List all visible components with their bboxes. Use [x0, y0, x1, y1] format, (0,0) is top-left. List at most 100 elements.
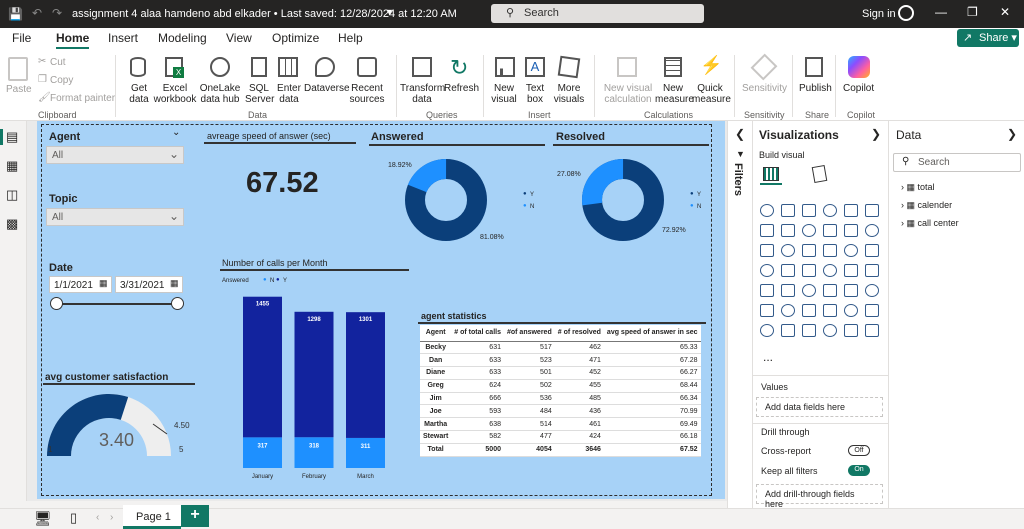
- visual-type-icon[interactable]: [760, 304, 774, 317]
- visual-type-icon[interactable]: [760, 204, 774, 217]
- keep-filters-toggle[interactable]: On: [848, 465, 870, 476]
- menu-optimize[interactable]: Optimize: [272, 31, 320, 45]
- chevron-right-icon[interactable]: ❯: [1007, 127, 1018, 141]
- page-tab[interactable]: Page 1: [123, 505, 181, 529]
- recent-sources-button[interactable]: Recent sources: [349, 83, 385, 105]
- transform-data-icon[interactable]: [412, 57, 432, 77]
- data-search-input[interactable]: ⚲ Search: [893, 153, 1021, 172]
- enter-data-button[interactable]: Enter data: [277, 83, 301, 105]
- minimize-icon[interactable]: —: [935, 5, 947, 19]
- recent-sources-icon[interactable]: [357, 57, 377, 77]
- text-box-icon[interactable]: A: [525, 57, 545, 77]
- visual-type-icon[interactable]: [781, 204, 795, 217]
- excel-workbook-button[interactable]: Excel workbook: [153, 83, 197, 105]
- visual-type-icon[interactable]: [781, 324, 795, 337]
- search-box[interactable]: ⚲ Search: [491, 4, 704, 23]
- visual-type-icon[interactable]: [844, 224, 858, 237]
- chevron-right-icon[interactable]: ›: [110, 512, 114, 523]
- table-header-cell[interactable]: Agent: [420, 325, 452, 342]
- chevron-down-icon[interactable]: ▼: [385, 7, 394, 17]
- visual-type-icon[interactable]: [844, 284, 858, 297]
- visual-type-icon[interactable]: [865, 204, 879, 217]
- visual-calc-icon[interactable]: [617, 57, 637, 77]
- visual-type-icon[interactable]: [865, 264, 879, 277]
- avatar-icon[interactable]: [898, 5, 914, 21]
- new-measure-button[interactable]: New measure: [655, 83, 694, 105]
- new-visual-icon[interactable]: [495, 57, 515, 77]
- bar-n-march[interactable]: [346, 437, 385, 468]
- share-button[interactable]: ↗ Share ▾: [957, 29, 1019, 47]
- paste-button[interactable]: Paste: [6, 84, 32, 95]
- cut-button[interactable]: Cut: [50, 57, 66, 68]
- refresh-icon[interactable]: ↻: [450, 55, 469, 80]
- table-item-total[interactable]: › ▦ total: [901, 182, 935, 193]
- sql-server-button[interactable]: SQL Server: [245, 83, 275, 105]
- sensitivity-button[interactable]: Sensitivity: [742, 83, 788, 94]
- table-header-cell[interactable]: # of total calls: [451, 325, 504, 342]
- topic-dropdown[interactable]: All ⌄: [46, 208, 184, 226]
- text-box-button[interactable]: Text box: [525, 83, 545, 105]
- table-header-cell[interactable]: # of resolved: [554, 325, 604, 342]
- get-data-icon[interactable]: [130, 57, 146, 77]
- cut-icon[interactable]: ✂: [38, 56, 47, 67]
- save-icon[interactable]: 💾: [8, 7, 23, 21]
- format-painter-button[interactable]: Format painter: [50, 93, 116, 104]
- visual-type-icon[interactable]: [865, 224, 879, 237]
- new-visual-calculation-button[interactable]: New visual calculation: [603, 83, 653, 105]
- visual-type-icon[interactable]: [781, 224, 795, 237]
- visual-type-icon[interactable]: [865, 284, 879, 297]
- chevron-left-icon[interactable]: ❮: [735, 127, 746, 141]
- format-visual-tab[interactable]: [811, 164, 829, 184]
- copilot-icon[interactable]: [848, 56, 870, 78]
- copy-icon[interactable]: ❐: [38, 74, 47, 85]
- bar-y-march[interactable]: [346, 312, 385, 438]
- undo-icon[interactable]: ↶: [32, 6, 43, 20]
- close-icon[interactable]: ✕: [1000, 5, 1011, 19]
- visual-type-icon[interactable]: [823, 204, 837, 217]
- chevron-down-icon[interactable]: ⌄: [172, 127, 181, 138]
- calculator-icon[interactable]: [664, 57, 682, 77]
- visual-type-icon[interactable]: [823, 264, 837, 277]
- start-date-input[interactable]: 1/1/2021: [49, 276, 112, 293]
- date-range-end-handle[interactable]: [171, 297, 184, 310]
- publish-icon[interactable]: [805, 57, 823, 77]
- agent-dropdown[interactable]: All ⌄: [46, 146, 184, 164]
- menu-modeling[interactable]: Modeling: [158, 31, 207, 45]
- menu-insert[interactable]: Insert: [108, 31, 139, 45]
- values-well[interactable]: Add data fields here: [756, 397, 883, 417]
- visual-type-icon[interactable]: [823, 284, 837, 297]
- menu-home[interactable]: Home: [56, 31, 90, 49]
- onelake-icon[interactable]: [210, 57, 230, 77]
- table-item-calender[interactable]: › ▦ calender: [901, 200, 952, 211]
- table-header-cell[interactable]: #of answered: [503, 325, 555, 342]
- copilot-button[interactable]: Copilot: [843, 83, 875, 94]
- quick-measure-button[interactable]: Quick measure: [692, 83, 731, 105]
- add-page-button[interactable]: +: [181, 505, 209, 527]
- refresh-button[interactable]: Refresh: [444, 83, 480, 94]
- dataverse-button[interactable]: Dataverse: [304, 83, 350, 94]
- sign-in-link[interactable]: Sign in: [862, 8, 896, 20]
- visual-type-icon[interactable]: [781, 304, 795, 317]
- more-visuals-icon[interactable]: [557, 55, 581, 79]
- visual-type-icon[interactable]: [865, 304, 879, 317]
- visual-type-icon[interactable]: [823, 304, 837, 317]
- visual-type-icon[interactable]: [760, 264, 774, 277]
- excel-icon[interactable]: X: [165, 57, 184, 78]
- visual-type-icon[interactable]: [802, 264, 816, 277]
- visual-type-icon[interactable]: [844, 264, 858, 277]
- filters-pane[interactable]: ❮ ▼ Filters: [727, 121, 752, 508]
- visual-type-icon[interactable]: [760, 284, 774, 297]
- redo-icon[interactable]: ↷: [52, 6, 63, 20]
- menu-help[interactable]: Help: [338, 31, 363, 45]
- bar-n-february[interactable]: [294, 437, 334, 468]
- visual-type-icon[interactable]: [844, 204, 858, 217]
- transform-data-button[interactable]: Transform data: [400, 83, 446, 105]
- more-visuals-button[interactable]: More visuals: [553, 83, 585, 105]
- visual-type-icon[interactable]: [865, 244, 879, 257]
- dax-query-icon[interactable]: ▩: [6, 216, 19, 231]
- copy-button[interactable]: Copy: [50, 75, 74, 86]
- enter-data-icon[interactable]: [278, 57, 298, 77]
- chevron-right-icon[interactable]: ❯: [871, 127, 882, 141]
- bar-n-january[interactable]: [243, 437, 282, 468]
- sql-icon[interactable]: [251, 57, 267, 77]
